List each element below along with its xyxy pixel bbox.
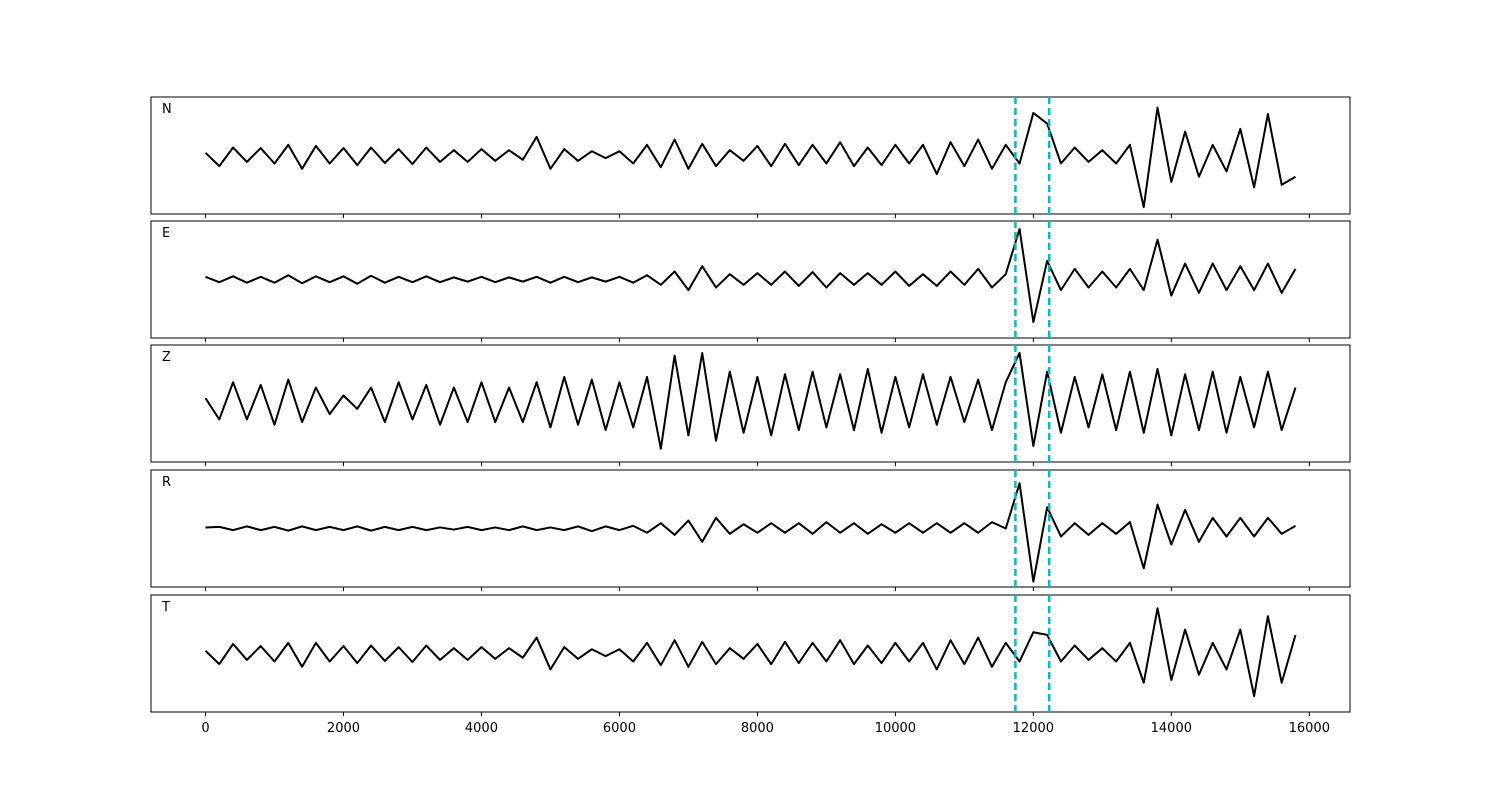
x-tick-label: 0 <box>201 721 209 736</box>
trace <box>205 227 1297 324</box>
x-tick-label: 10000 <box>875 721 916 736</box>
panel-label: E <box>162 226 170 241</box>
x-tick-label: 16000 <box>1289 721 1330 736</box>
trace <box>204 607 1297 698</box>
panel-label: Z <box>162 350 171 365</box>
panel-frame <box>150 96 1351 215</box>
x-tick-label: 12000 <box>1013 721 1054 736</box>
panel-frame <box>150 344 1351 463</box>
panel-frame <box>150 594 1351 713</box>
panel-label: N <box>162 102 172 117</box>
x-tick-label: 2000 <box>327 721 360 736</box>
panel-label: T <box>161 600 170 615</box>
x-tick-label: 6000 <box>603 721 636 736</box>
panel-frame <box>150 469 1351 588</box>
x-tick-label: 4000 <box>465 721 498 736</box>
x-tick-label: 8000 <box>741 721 774 736</box>
trace <box>204 106 1297 209</box>
trace <box>204 351 1297 450</box>
panel-label: R <box>162 475 171 490</box>
trace <box>205 482 1297 583</box>
panel-frame <box>150 220 1351 339</box>
x-tick-label: 14000 <box>1151 721 1192 736</box>
